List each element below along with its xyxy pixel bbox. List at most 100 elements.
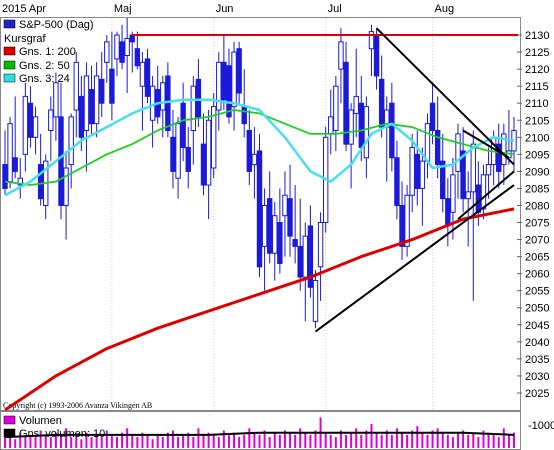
candle-body	[333, 85, 339, 131]
y-tick-label: 2080	[525, 200, 549, 212]
trend-line	[457, 170, 515, 220]
legend-ma50: Gns. 2: 50	[19, 60, 70, 72]
volume-bar	[141, 432, 144, 448]
volume-bar	[19, 432, 22, 448]
candle	[109, 31, 115, 121]
candle	[399, 181, 405, 261]
candle-body	[134, 48, 141, 67]
y-tick-label: 2115	[525, 81, 549, 93]
candle-body	[485, 164, 492, 176]
candle-body	[480, 174, 487, 210]
candle-body	[129, 34, 135, 43]
candle-body	[210, 106, 217, 169]
candle-body	[277, 222, 283, 264]
candle	[134, 31, 141, 70]
candle-body	[256, 150, 263, 268]
candle	[210, 92, 217, 179]
volume-bar	[4, 437, 6, 448]
volume-bar	[14, 439, 17, 448]
candle	[368, 24, 375, 76]
volume-bar	[289, 432, 292, 448]
volume-bar	[54, 432, 57, 448]
volume-bar	[426, 434, 429, 448]
candle-body	[282, 194, 288, 217]
candle-body	[378, 78, 385, 128]
candle-body	[226, 65, 232, 118]
volume-bar	[492, 434, 495, 448]
volume-bar	[441, 432, 444, 448]
y-axis-labels: 2025 2030 2035 2040 2045 2050 2055 2060 2065 2070…	[525, 30, 549, 400]
volume-bar	[136, 437, 139, 448]
candle-body	[144, 58, 151, 97]
volume-bar	[436, 428, 439, 448]
volume-bar	[59, 434, 62, 448]
volume-bar	[309, 434, 312, 448]
y-tick-label: 2100	[525, 132, 549, 144]
volume-bar	[350, 432, 353, 448]
volume-bar	[126, 428, 129, 448]
candle-body	[83, 75, 90, 131]
volume-bar	[207, 432, 210, 448]
candle-body	[440, 160, 446, 200]
y-tick-label: 2070	[525, 235, 549, 247]
candle	[333, 75, 339, 151]
volume-bar	[34, 437, 37, 448]
volume-bar	[263, 430, 266, 448]
y-tick-label: 2050	[525, 303, 549, 315]
volume-bar	[29, 434, 32, 448]
volume-bar	[294, 434, 297, 448]
candle	[99, 52, 105, 117]
candle-body	[88, 89, 95, 125]
candle	[2, 130, 8, 196]
candle-body	[312, 279, 319, 322]
candle-body	[17, 177, 23, 186]
candle-body	[496, 143, 502, 172]
volume-bar	[370, 423, 373, 448]
ma200-line	[4, 207, 515, 412]
volume-bar	[268, 437, 271, 448]
volume-bar	[85, 432, 88, 448]
candle	[124, 18, 130, 93]
candle-body	[429, 102, 436, 131]
candle-body	[7, 123, 13, 183]
legend-title: S&P-500 (Dag)	[19, 19, 94, 31]
candle	[27, 86, 34, 148]
y-tick-label: 2060	[525, 269, 549, 281]
volume-bar	[177, 437, 180, 448]
candle	[73, 52, 79, 138]
ma24-line	[4, 98, 515, 197]
volume-bar	[65, 428, 68, 448]
candle-body	[465, 191, 471, 200]
candle-body	[261, 204, 268, 247]
y-tick-label: 2065	[525, 252, 549, 264]
month-label: Jun	[216, 3, 234, 15]
candle	[32, 106, 39, 155]
candle	[236, 41, 242, 104]
candle	[317, 212, 324, 301]
volume-bar	[146, 434, 149, 448]
candle-body	[236, 48, 242, 94]
volume-bar	[95, 434, 98, 448]
volume-bar	[334, 437, 337, 448]
volume-bar	[100, 437, 103, 448]
candle	[440, 133, 446, 213]
volume-bar	[253, 432, 256, 448]
candle	[180, 82, 186, 162]
candle	[205, 110, 212, 220]
volume-bar	[222, 430, 225, 448]
candle	[7, 116, 13, 189]
candle-body	[231, 51, 237, 108]
y-tick-label: 2095	[525, 149, 549, 161]
candle-body	[455, 133, 461, 172]
month-labels: 2015 Apr Maj Jun Jul Aug	[2, 3, 454, 15]
candle-body	[22, 95, 29, 155]
candle	[307, 205, 314, 298]
trend-line	[462, 129, 510, 159]
candle-body	[297, 245, 303, 278]
volume-bar	[217, 437, 220, 448]
candle	[450, 157, 456, 240]
candle-body	[307, 225, 314, 288]
candle	[429, 82, 436, 145]
candle-body	[63, 167, 69, 206]
volume-bar	[462, 430, 465, 448]
